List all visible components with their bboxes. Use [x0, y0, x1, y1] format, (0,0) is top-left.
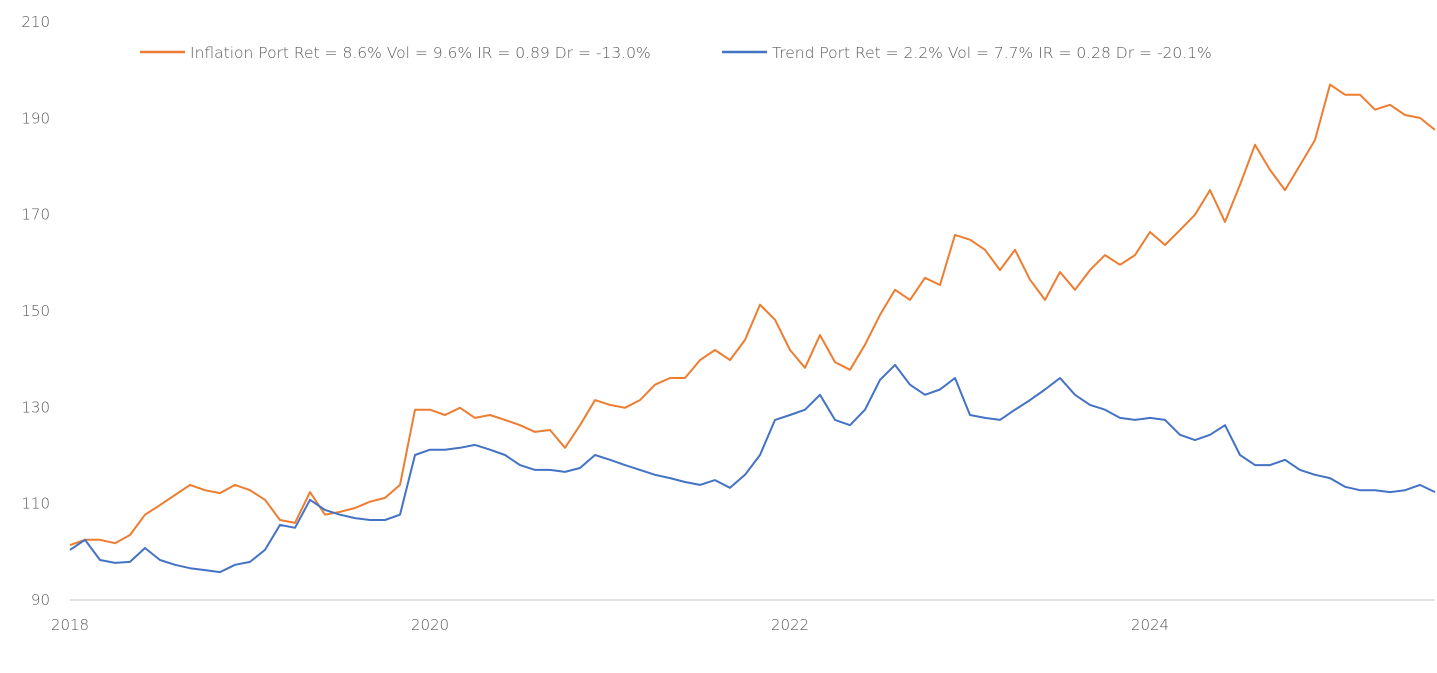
x-tick-label: 2024	[1131, 616, 1169, 634]
y-tick-label: 170	[21, 206, 50, 224]
x-tick-label: 2022	[771, 616, 809, 634]
x-axis: 2018 2020 2022 2024	[51, 599, 1435, 634]
y-tick-label: 150	[21, 302, 50, 320]
y-tick-label: 210	[21, 13, 50, 31]
y-tick-label: 130	[21, 398, 50, 416]
x-tick-label: 2020	[411, 616, 449, 634]
legend-label-inflation: Inflation Port Ret = 8.6% Vol = 9.6% IR …	[190, 44, 651, 62]
x-tick-label: 2018	[51, 616, 89, 634]
y-tick-label: 190	[21, 109, 50, 127]
series-line-trend	[69, 363, 1436, 574]
legend: Inflation Port Ret = 8.6% Vol = 9.6% IR …	[140, 44, 1212, 62]
y-tick-label: 110	[21, 495, 50, 513]
series-lines	[69, 83, 1436, 574]
legend-label-trend: Trend Port Ret = 2.2% Vol = 7.7% IR = 0.…	[772, 44, 1212, 62]
y-axis: 90 110 130 150 170 190 210	[21, 13, 50, 609]
y-tick-label: 90	[31, 591, 50, 609]
series-line-inflation	[69, 83, 1436, 547]
